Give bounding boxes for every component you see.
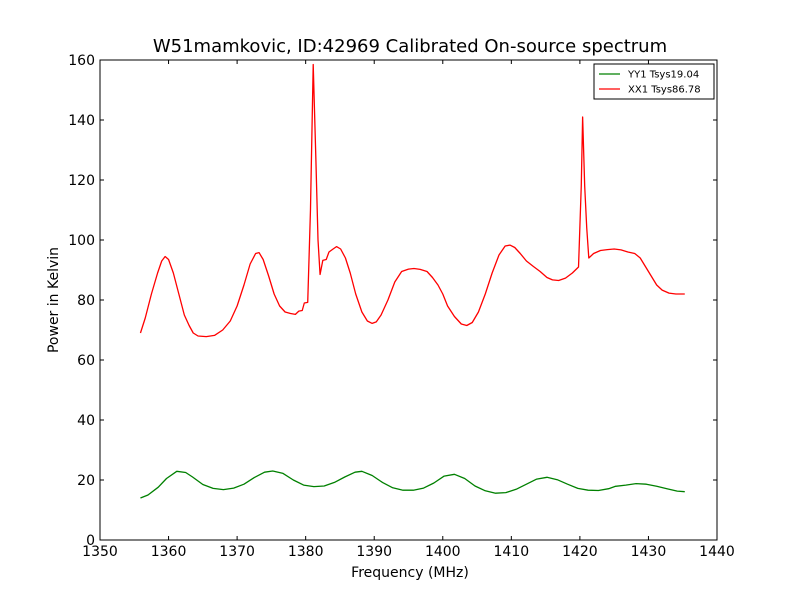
y-tick-label: 160 xyxy=(68,53,95,69)
y-tick-label: 0 xyxy=(86,533,95,549)
y-tick-label: 100 xyxy=(68,233,95,249)
y-tick-label: 20 xyxy=(77,473,95,489)
x-tick-label: 1400 xyxy=(425,544,461,560)
y-tick-label: 120 xyxy=(68,173,95,189)
x-tick-label: 1360 xyxy=(151,544,187,560)
legend-box xyxy=(593,63,715,100)
y-tick-label: 60 xyxy=(77,353,95,369)
y-tick-label: 80 xyxy=(77,293,95,309)
y-axis-label: Power in Kelvin xyxy=(46,247,62,353)
tick-marks: 1350 1360 1370 1380 1390 1400 1410 1420 1430 1440… xyxy=(68,53,735,560)
legend-label-yy1: YY1 Tsys19.04 xyxy=(627,70,699,81)
series-line-yy1 xyxy=(140,470,685,499)
series-line-xx1 xyxy=(139,63,685,338)
x-axis-label: Frequency (MHz) xyxy=(351,565,469,581)
legend: YY1 Tsys19.04 XX1 Tsys86.78 xyxy=(593,63,715,100)
chart-title: W51mamkovic, ID:42969 Calibrated On-sour… xyxy=(153,36,667,57)
legend-label-xx1: XX1 Tsys86.78 xyxy=(628,85,701,96)
x-tick-label: 1390 xyxy=(356,544,392,560)
x-tick-label: 1370 xyxy=(219,544,255,560)
x-tick-label: 1350 xyxy=(82,544,118,560)
x-tick-label: 1380 xyxy=(288,544,324,560)
x-tick-label: 1440 xyxy=(699,544,735,560)
x-tick-label: 1420 xyxy=(562,544,598,560)
plot-area xyxy=(100,60,717,540)
y-tick-label: 40 xyxy=(77,413,95,429)
x-tick-label: 1410 xyxy=(494,544,530,560)
plot-background xyxy=(100,60,717,540)
x-tick-label: 1430 xyxy=(631,544,667,560)
series-lines xyxy=(139,63,685,499)
y-tick-label: 140 xyxy=(68,113,95,129)
